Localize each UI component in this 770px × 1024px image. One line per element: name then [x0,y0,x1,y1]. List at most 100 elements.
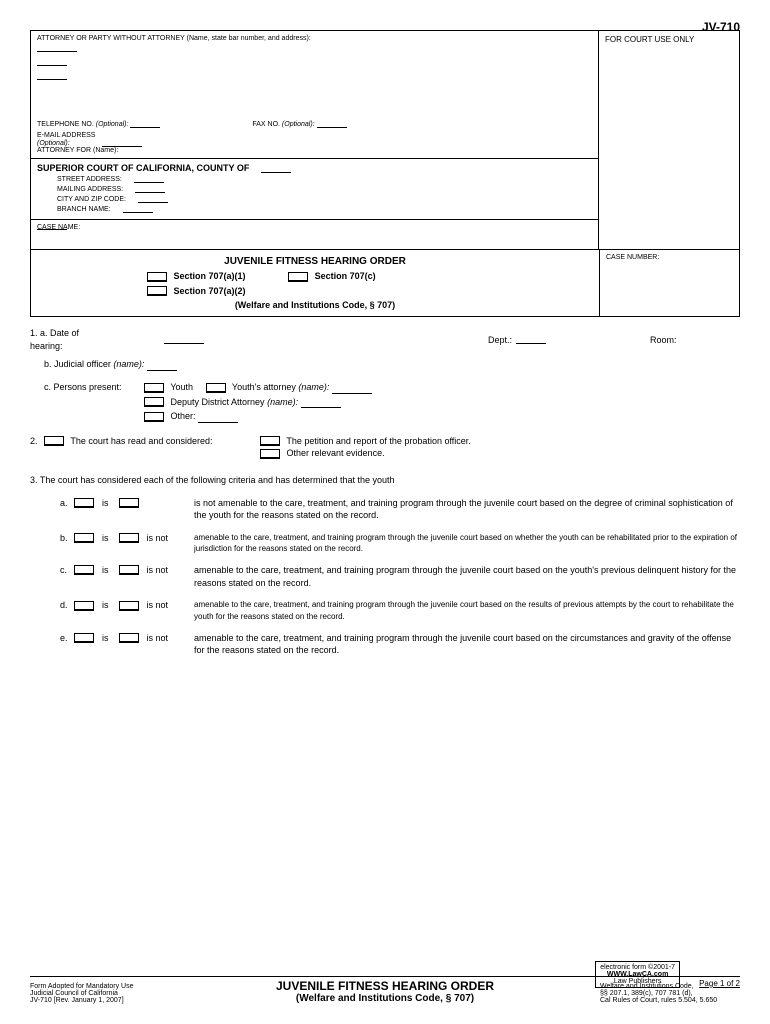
name-label: (name): [113,359,144,369]
checkbox-c-isnot[interactable] [119,565,139,575]
checkbox-evidence[interactable] [260,449,280,459]
other-label: Other: [171,411,196,421]
is-label: is [102,564,109,577]
criteria-c-text: amenable to the care, treatment, and tra… [194,564,740,589]
checkbox-d-isnot[interactable] [119,601,139,611]
criteria-a-text: is not amenable to the care, treatment, … [194,497,740,522]
other-input[interactable] [198,415,238,423]
footer-council: Judicial Council of California [30,990,170,997]
checkbox-e-is[interactable] [74,633,94,643]
checkbox-youth[interactable] [144,383,164,393]
checkbox-b-is[interactable] [74,533,94,543]
isnot-label: is not [147,564,169,577]
fax-label: FAX NO. [252,121,280,128]
item-1b-label: b. Judicial officer [44,359,111,369]
attorney-label: ATTORNEY OR PARTY WITHOUT ATTORNEY (Name… [37,35,311,42]
item-1c-label: c. Persons present: [44,381,144,425]
dept-input[interactable] [516,336,546,344]
criteria-c-letter: c. [60,564,74,577]
street-input[interactable] [134,175,164,183]
case-number-label: CASE NUMBER: [606,254,659,261]
criteria-b-letter: b. [60,532,74,545]
blank-line[interactable] [37,72,67,80]
youth-label: Youth [170,382,193,392]
branch-input[interactable] [123,205,153,213]
email-input[interactable] [102,139,142,147]
case-name-label: CASE NAME: [37,224,80,231]
footer-cite2: §§ 207.1, 389(c), 707 781 (d), [600,990,740,997]
section-707a2: Section 707(a)(2) [174,286,246,296]
welfare-note: (Welfare and Institutions Code, § 707) [37,300,593,310]
form-header-box: ATTORNEY OR PARTY WITHOUT ATTORNEY (Name… [30,30,740,317]
street-label: STREET ADDRESS: [57,176,122,183]
checkbox-707c[interactable] [288,272,308,282]
isnot-label: is not [147,632,169,645]
form-code: JV-710 [702,20,740,34]
criteria-e-letter: e. [60,632,74,645]
is-label: is [102,599,109,612]
court-use-label: FOR COURT USE ONLY [605,35,694,44]
electronic-text: electronic form ©2001-7 [600,964,675,971]
county-input[interactable] [261,165,291,173]
isnot-label: is not [147,532,169,545]
checkbox-a-isnot[interactable] [119,498,139,508]
name-label: (name): [298,382,329,392]
officer-input[interactable] [147,363,177,371]
fax-input[interactable] [317,120,347,128]
item-3-text: 3. The court has considered each of the … [30,474,740,487]
footer-cite3: Cal Rules of Court, rules 5.504, 5.650 [600,997,740,1004]
petition-text: The petition and report of the probation… [286,436,470,446]
branch-label: BRANCH NAME: [57,206,111,213]
checkbox-petition[interactable] [260,436,280,446]
checkbox-other[interactable] [144,412,164,422]
checkbox-c-is[interactable] [74,565,94,575]
optional-label: (Optional): [96,121,129,128]
hearing-title: JUVENILE FITNESS HEARING ORDER [37,256,593,267]
telephone-input[interactable] [130,120,160,128]
checkbox-d-is[interactable] [74,601,94,611]
isnot-label: is not [147,599,169,612]
youth-atty-label: Youth's attorney [232,382,296,392]
optional-label: (Optional): [282,121,315,128]
is-label: is [102,497,109,510]
checkbox-707a1[interactable] [147,272,167,282]
room-label: Room: [650,334,677,347]
evidence-text: Other relevant evidence. [287,448,385,458]
footer-rev: JV-710 [Rev. January 1, 2007] [30,997,170,1004]
blank-line[interactable] [37,44,77,52]
blank-line[interactable] [37,58,67,66]
checkbox-item2[interactable] [44,436,64,446]
checkbox-dda[interactable] [144,397,164,407]
criteria-d-text: amenable to the care, treatment, and tra… [194,599,740,621]
checkbox-b-isnot[interactable] [119,533,139,543]
criteria-d-letter: d. [60,599,74,612]
attorney-for-label: ATTORNEY FOR (Name): [37,147,118,154]
date-input[interactable] [164,336,204,344]
checkbox-e-isnot[interactable] [119,633,139,643]
criteria-b-text: amenable to the care, treatment, and tra… [194,532,740,554]
is-label: is [102,632,109,645]
checkbox-youth-atty[interactable] [206,383,226,393]
item-1a-label: 1. a. Date of hearing: [30,327,100,352]
dda-label: Deputy District Attorney [171,397,265,407]
item-2-num: 2. [30,436,38,446]
footer-title: JUVENILE FITNESS HEARING ORDER [170,979,600,993]
mailing-input[interactable] [135,185,165,193]
dept-label: Dept.: [488,334,512,347]
criteria-a-letter: a. [60,497,74,510]
footer-subtitle: (Welfare and Institutions Code, § 707) [170,993,600,1004]
mailing-label: MAILING ADDRESS: [57,186,123,193]
dda-input[interactable] [301,400,341,408]
cityzip-label: CITY AND ZIP CODE: [57,196,126,203]
youth-atty-input[interactable] [332,386,372,394]
email-label: E-MAIL ADDRESS [37,132,95,139]
court-title: SUPERIOR COURT OF CALIFORNIA, COUNTY OF [37,163,249,173]
section-707c: Section 707(c) [315,271,376,281]
is-label: is [102,532,109,545]
checkbox-a-is[interactable] [74,498,94,508]
footer-cite1: Welfare and Institutions Code, [600,983,740,990]
optional-label: (Optional): [37,140,70,147]
name-label: (name): [267,397,298,407]
checkbox-707a2[interactable] [147,286,167,296]
cityzip-input[interactable] [138,195,168,203]
